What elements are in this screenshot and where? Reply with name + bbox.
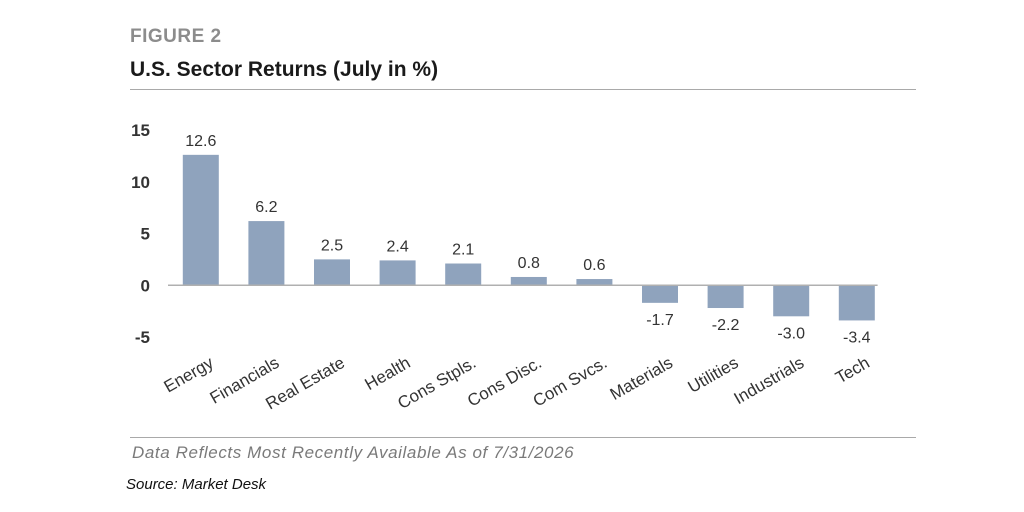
y-tick-label: 10 [131, 173, 150, 192]
bar-cons-stpls [445, 263, 482, 286]
data-label: 2.4 [386, 238, 408, 255]
bar-industrials [773, 285, 810, 317]
y-tick-label: -5 [135, 328, 150, 347]
bar-health [379, 260, 416, 286]
data-label: 0.6 [583, 257, 605, 274]
y-tick-label: 0 [141, 276, 150, 295]
bar-real-estate [314, 259, 350, 286]
x-tick-label: Cons Disc. [464, 353, 545, 411]
data-labels: 12.6 6.2 2.5 2.4 2.1 0.8 0.6 -1.7 -2.2 -3.0 -3.4 [185, 133, 870, 347]
x-tick-label: Health [362, 353, 414, 394]
data-label: -3.4 [843, 329, 871, 346]
x-tick-label: Com Svcs. [530, 353, 611, 411]
bars [182, 154, 875, 321]
bar-financials [248, 221, 285, 286]
y-axis-ticks: 15 10 5 0 -5 [131, 121, 150, 347]
x-tick-label: Industrials [731, 353, 808, 408]
data-label: -3.0 [777, 325, 805, 342]
source-text: Source: Market Desk [126, 476, 267, 493]
data-label: 2.5 [321, 237, 343, 254]
bar-tech [838, 285, 875, 321]
bar-cons-disc [510, 276, 547, 286]
x-tick-label: Tech [832, 353, 873, 387]
x-tick-label: Materials [607, 353, 676, 404]
bar-energy [182, 154, 219, 286]
data-label: 0.8 [518, 255, 540, 272]
figure-label: FIGURE 2 [130, 26, 222, 47]
y-tick-label: 5 [141, 225, 150, 244]
bar-utilities [707, 285, 744, 309]
data-label: 2.1 [452, 242, 474, 259]
footer-divider [130, 437, 916, 438]
chart-title: U.S. Sector Returns (July in %) [130, 58, 439, 81]
data-label: 12.6 [185, 133, 216, 150]
bar-materials [642, 285, 678, 303]
bar-com-svcs [576, 279, 613, 286]
footer-note: Data Reflects Most Recently Available As… [132, 443, 575, 462]
data-label: -1.7 [646, 312, 674, 329]
y-tick-label: 15 [131, 121, 150, 140]
data-label: -2.2 [712, 317, 740, 334]
title-divider [130, 89, 916, 90]
data-label: 6.2 [255, 199, 277, 216]
